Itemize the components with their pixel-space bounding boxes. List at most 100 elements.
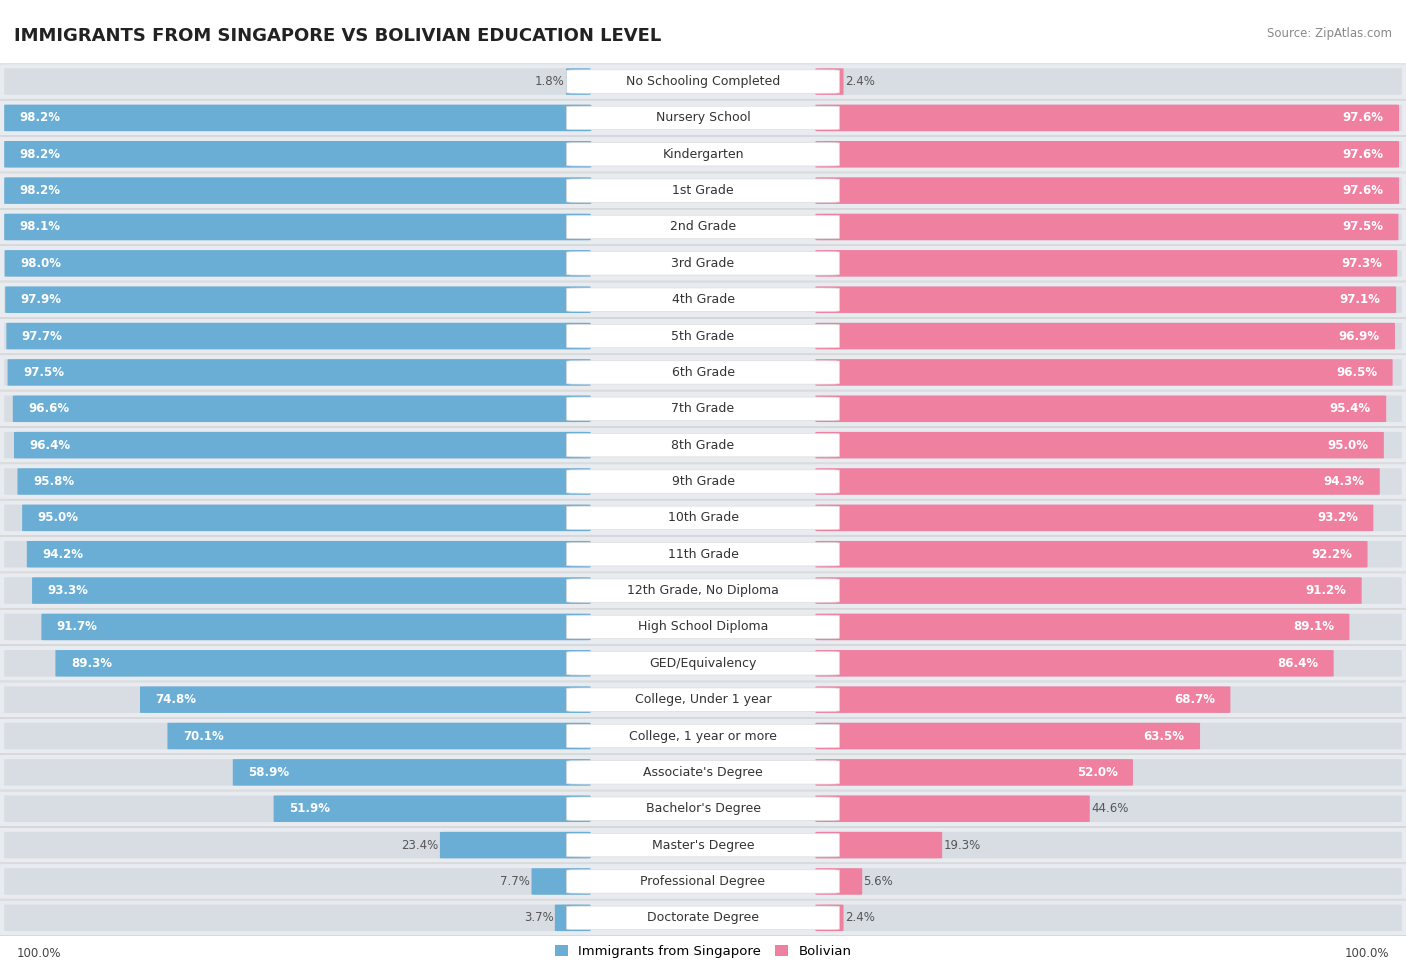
- FancyBboxPatch shape: [17, 468, 591, 494]
- Text: 95.4%: 95.4%: [1330, 403, 1371, 415]
- Text: 91.2%: 91.2%: [1305, 584, 1346, 597]
- Text: 44.6%: 44.6%: [1091, 802, 1129, 815]
- Text: 10th Grade: 10th Grade: [668, 511, 738, 525]
- FancyBboxPatch shape: [567, 615, 839, 639]
- Text: Master's Degree: Master's Degree: [652, 838, 754, 851]
- FancyBboxPatch shape: [233, 760, 591, 786]
- FancyBboxPatch shape: [567, 70, 839, 94]
- FancyBboxPatch shape: [815, 613, 1350, 641]
- Text: 96.5%: 96.5%: [1336, 366, 1376, 379]
- FancyBboxPatch shape: [0, 791, 1406, 827]
- FancyBboxPatch shape: [815, 868, 862, 895]
- Text: 98.2%: 98.2%: [20, 111, 60, 125]
- Text: 1.8%: 1.8%: [534, 75, 565, 88]
- FancyBboxPatch shape: [4, 613, 591, 641]
- Text: 68.7%: 68.7%: [1174, 693, 1215, 706]
- Text: 7.7%: 7.7%: [501, 875, 530, 888]
- FancyBboxPatch shape: [4, 686, 591, 713]
- FancyBboxPatch shape: [815, 359, 1402, 386]
- Text: 98.1%: 98.1%: [20, 220, 60, 233]
- FancyBboxPatch shape: [815, 541, 1402, 567]
- FancyBboxPatch shape: [567, 142, 839, 166]
- FancyBboxPatch shape: [815, 760, 1402, 786]
- Text: 98.2%: 98.2%: [20, 148, 60, 161]
- Text: 93.2%: 93.2%: [1317, 511, 1358, 525]
- Text: 94.3%: 94.3%: [1323, 475, 1364, 488]
- FancyBboxPatch shape: [567, 651, 839, 675]
- Text: 100.0%: 100.0%: [1344, 947, 1389, 960]
- Text: 2.4%: 2.4%: [845, 912, 875, 924]
- FancyBboxPatch shape: [815, 214, 1402, 240]
- FancyBboxPatch shape: [815, 323, 1402, 349]
- FancyBboxPatch shape: [815, 250, 1402, 277]
- FancyBboxPatch shape: [4, 250, 591, 277]
- FancyBboxPatch shape: [815, 577, 1402, 604]
- Text: 97.1%: 97.1%: [1340, 293, 1381, 306]
- FancyBboxPatch shape: [815, 177, 1402, 204]
- FancyBboxPatch shape: [815, 686, 1402, 713]
- FancyBboxPatch shape: [0, 645, 1406, 682]
- Text: College, Under 1 year: College, Under 1 year: [634, 693, 772, 706]
- FancyBboxPatch shape: [815, 287, 1396, 313]
- Text: 74.8%: 74.8%: [156, 693, 197, 706]
- FancyBboxPatch shape: [4, 468, 591, 494]
- FancyBboxPatch shape: [4, 323, 591, 349]
- FancyBboxPatch shape: [4, 287, 591, 313]
- Text: 98.0%: 98.0%: [20, 256, 60, 270]
- Text: 9th Grade: 9th Grade: [672, 475, 734, 488]
- Text: 89.3%: 89.3%: [70, 657, 112, 670]
- FancyBboxPatch shape: [815, 832, 1402, 858]
- FancyBboxPatch shape: [4, 541, 591, 567]
- FancyBboxPatch shape: [815, 760, 1133, 786]
- FancyBboxPatch shape: [815, 177, 1399, 204]
- Text: 52.0%: 52.0%: [1077, 766, 1118, 779]
- FancyBboxPatch shape: [4, 577, 591, 604]
- FancyBboxPatch shape: [815, 432, 1384, 458]
- Text: 97.6%: 97.6%: [1343, 111, 1384, 125]
- FancyBboxPatch shape: [567, 688, 839, 712]
- FancyBboxPatch shape: [0, 864, 1406, 899]
- FancyBboxPatch shape: [567, 760, 839, 784]
- Text: 97.7%: 97.7%: [22, 330, 63, 342]
- Text: Source: ZipAtlas.com: Source: ZipAtlas.com: [1267, 27, 1392, 40]
- FancyBboxPatch shape: [815, 68, 1402, 95]
- FancyBboxPatch shape: [0, 136, 1406, 172]
- Text: 11th Grade: 11th Grade: [668, 548, 738, 561]
- FancyBboxPatch shape: [815, 650, 1402, 677]
- FancyBboxPatch shape: [0, 755, 1406, 790]
- Legend: Immigrants from Singapore, Bolivian: Immigrants from Singapore, Bolivian: [550, 940, 856, 963]
- FancyBboxPatch shape: [0, 427, 1406, 463]
- FancyBboxPatch shape: [555, 905, 591, 931]
- FancyBboxPatch shape: [0, 210, 1406, 245]
- FancyBboxPatch shape: [0, 464, 1406, 499]
- FancyBboxPatch shape: [531, 868, 591, 895]
- Text: 4th Grade: 4th Grade: [672, 293, 734, 306]
- FancyBboxPatch shape: [815, 468, 1379, 494]
- FancyBboxPatch shape: [4, 359, 591, 386]
- FancyBboxPatch shape: [815, 68, 844, 95]
- FancyBboxPatch shape: [815, 541, 1368, 567]
- FancyBboxPatch shape: [4, 141, 592, 168]
- FancyBboxPatch shape: [567, 797, 839, 820]
- FancyBboxPatch shape: [0, 318, 1406, 354]
- FancyBboxPatch shape: [0, 828, 1406, 863]
- FancyBboxPatch shape: [0, 173, 1406, 209]
- Text: 58.9%: 58.9%: [249, 766, 290, 779]
- FancyBboxPatch shape: [4, 905, 591, 931]
- FancyBboxPatch shape: [13, 396, 591, 422]
- FancyBboxPatch shape: [567, 906, 839, 929]
- FancyBboxPatch shape: [815, 359, 1392, 386]
- Text: 86.4%: 86.4%: [1277, 657, 1319, 670]
- FancyBboxPatch shape: [4, 214, 591, 240]
- FancyBboxPatch shape: [815, 505, 1374, 531]
- FancyBboxPatch shape: [4, 177, 591, 204]
- FancyBboxPatch shape: [4, 868, 591, 895]
- FancyBboxPatch shape: [815, 141, 1402, 168]
- FancyBboxPatch shape: [567, 834, 839, 857]
- FancyBboxPatch shape: [4, 722, 591, 750]
- FancyBboxPatch shape: [0, 63, 1406, 99]
- Text: Associate's Degree: Associate's Degree: [643, 766, 763, 779]
- FancyBboxPatch shape: [0, 500, 1406, 535]
- Text: Bachelor's Degree: Bachelor's Degree: [645, 802, 761, 815]
- FancyBboxPatch shape: [55, 650, 591, 677]
